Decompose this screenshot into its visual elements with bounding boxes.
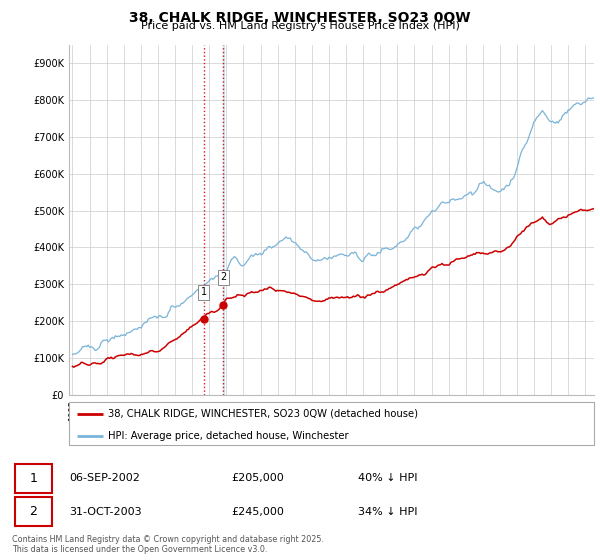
Bar <box>223 45 224 395</box>
Text: £205,000: £205,000 <box>231 473 284 483</box>
Text: 31-OCT-2003: 31-OCT-2003 <box>70 507 142 517</box>
Text: 2: 2 <box>29 505 37 519</box>
Text: 38, CHALK RIDGE, WINCHESTER, SO23 0QW: 38, CHALK RIDGE, WINCHESTER, SO23 0QW <box>129 11 471 25</box>
Text: 06-SEP-2002: 06-SEP-2002 <box>70 473 140 483</box>
Text: Price paid vs. HM Land Registry's House Price Index (HPI): Price paid vs. HM Land Registry's House … <box>140 21 460 31</box>
FancyBboxPatch shape <box>69 402 594 445</box>
Text: 1: 1 <box>29 472 37 485</box>
Text: 1: 1 <box>200 287 207 297</box>
Text: 40% ↓ HPI: 40% ↓ HPI <box>358 473 417 483</box>
Text: 2: 2 <box>220 272 227 282</box>
Text: Contains HM Land Registry data © Crown copyright and database right 2025.
This d: Contains HM Land Registry data © Crown c… <box>12 535 324 554</box>
FancyBboxPatch shape <box>15 464 52 493</box>
FancyBboxPatch shape <box>15 497 52 526</box>
Text: 38, CHALK RIDGE, WINCHESTER, SO23 0QW (detached house): 38, CHALK RIDGE, WINCHESTER, SO23 0QW (d… <box>109 409 418 419</box>
Text: HPI: Average price, detached house, Winchester: HPI: Average price, detached house, Winc… <box>109 431 349 441</box>
Text: £245,000: £245,000 <box>231 507 284 517</box>
Text: 34% ↓ HPI: 34% ↓ HPI <box>358 507 417 517</box>
